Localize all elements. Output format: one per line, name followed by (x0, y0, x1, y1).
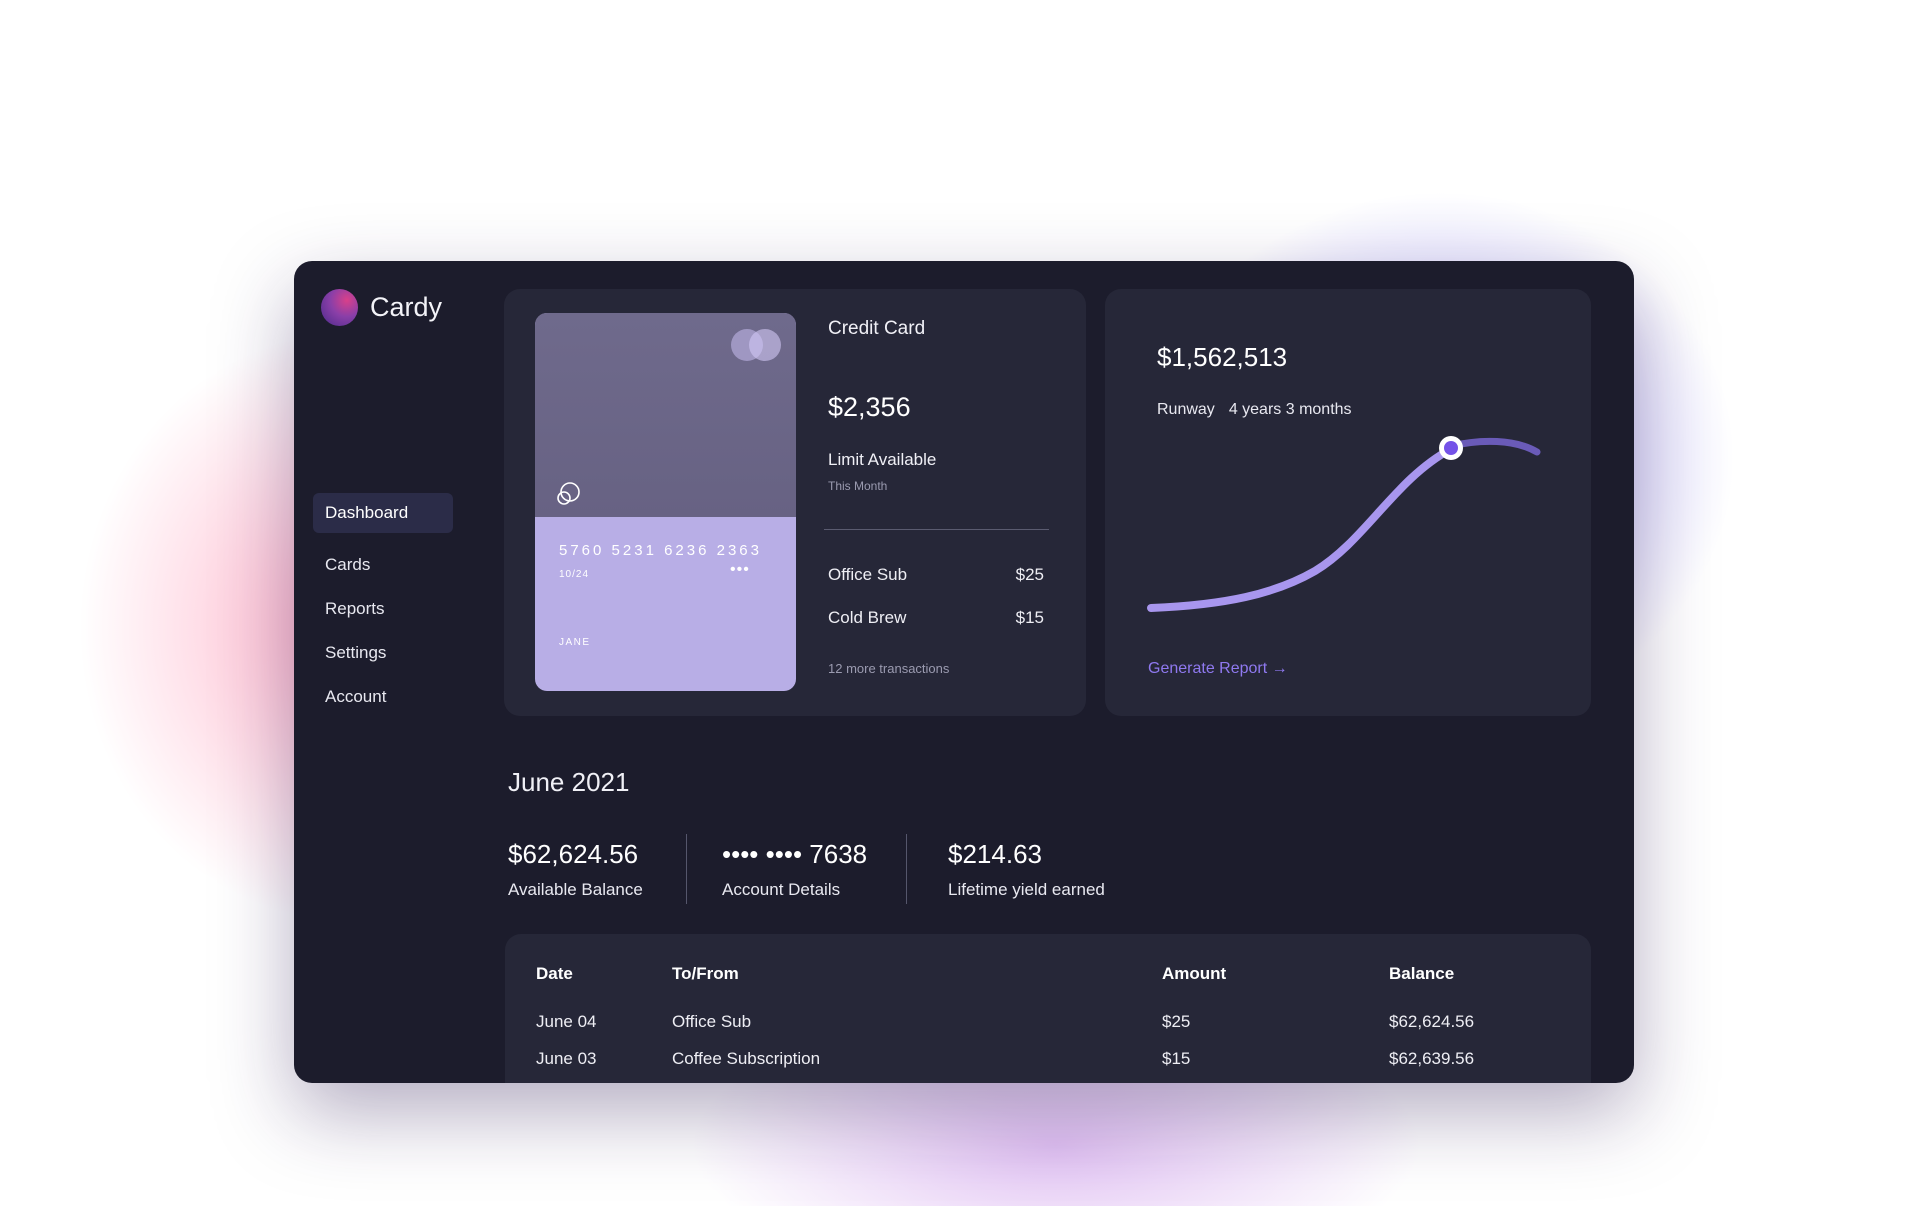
card-more-icon[interactable]: ••• (730, 561, 750, 578)
limit-label: Limit Available (828, 450, 937, 469)
table-cell-date[interactable]: June 03 (536, 1049, 597, 1068)
available-balance-stat: $62,624.56 Available Balance (508, 839, 643, 900)
sidebar-nav: Dashboard Cards Reports Settings Account (313, 493, 453, 721)
sidebar-item-cards[interactable]: Cards (325, 555, 371, 574)
transaction-name: Office Sub (828, 565, 908, 584)
credit-card-amount: $2,356 (828, 392, 911, 422)
runway-curve-tail (1447, 437, 1541, 456)
table-cell-date[interactable]: June 04 (536, 1012, 597, 1031)
stat-label: Available Balance (508, 880, 643, 899)
period-label: This Month (828, 479, 888, 493)
logo[interactable]: Cardy (321, 289, 442, 326)
app-name: Cardy (370, 292, 443, 322)
table-cell-to-from[interactable]: Office Sub (672, 1012, 752, 1031)
runway-value: 4 years 3 months (1228, 401, 1352, 418)
column-header-to-from[interactable]: To/From (672, 964, 739, 983)
credit-card-panel: 5760 5231 6236 2363 10/24 ••• JANE Credi… (504, 289, 1086, 716)
runway-info: Runway 4 years 3 months (1157, 401, 1352, 419)
table-cell-balance[interactable]: $62,639.56 (1389, 1049, 1475, 1068)
transaction-amount: $15 (1015, 608, 1044, 627)
sidebar-item-settings[interactable]: Settings (325, 643, 387, 662)
transaction-amount: $25 (1015, 565, 1044, 584)
transaction-name: Cold Brew (828, 608, 907, 627)
logo-mark-icon (321, 289, 358, 326)
app-window: Cardy Dashboard Cards Reports Settings A… (294, 261, 1634, 1083)
lifetime-yield-stat: $214.63 Lifetime yield earned (948, 839, 1105, 900)
stat-value: $62,624.56 (508, 839, 639, 869)
stat-value: •••• •••• 7638 (722, 839, 868, 869)
divider (686, 834, 687, 904)
table-cell-amount[interactable]: $15 (1162, 1049, 1191, 1068)
sidebar-item-reports[interactable]: Reports (325, 599, 385, 618)
runway-label: Runway (1157, 401, 1215, 418)
runway-curve (1147, 445, 1455, 612)
credit-card[interactable]: 5760 5231 6236 2363 10/24 ••• JANE (535, 313, 796, 691)
divider (824, 529, 1049, 530)
divider (906, 834, 907, 904)
runway-panel: $1,562,513 Runway 4 years 3 months Genera… (1105, 289, 1591, 716)
month-title: June 2021 (508, 767, 630, 797)
transaction-row[interactable]: Cold Brew $15 (828, 608, 1044, 628)
card-number: 5760 5231 6236 2363 (559, 542, 762, 559)
credit-card-title: Credit Card (828, 318, 926, 339)
contactless-icon (557, 482, 580, 505)
column-header-date[interactable]: Date (536, 964, 573, 983)
account-details-stat[interactable]: •••• •••• 7638 Account Details (722, 839, 867, 900)
more-transactions-link[interactable]: 12 more transactions (828, 661, 950, 676)
stat-value: $214.63 (948, 839, 1042, 869)
sidebar-item-dashboard[interactable]: Dashboard (313, 493, 453, 533)
sidebar-item-account[interactable]: Account (325, 687, 387, 706)
table-cell-to-from[interactable]: Coffee Subscription (672, 1049, 821, 1068)
transaction-row[interactable]: Office Sub $25 (828, 565, 1044, 585)
stat-label: Lifetime yield earned (948, 880, 1105, 899)
runway-chart (1147, 436, 1541, 612)
stat-label: Account Details (722, 880, 841, 899)
table-cell-amount[interactable]: $25 (1162, 1012, 1191, 1031)
column-header-amount[interactable]: Amount (1162, 964, 1227, 983)
card-network-icon (731, 329, 781, 361)
runway-amount: $1,562,513 (1157, 342, 1288, 372)
column-header-balance[interactable]: Balance (1389, 964, 1455, 983)
card-expiry: 10/24 (559, 569, 590, 580)
card-holder: JANE (559, 637, 591, 648)
table-cell-balance[interactable]: $62,624.56 (1389, 1012, 1475, 1031)
transactions-table: Date To/From Amount Balance June 04 Offi… (505, 934, 1591, 1083)
generate-report-link[interactable]: Generate Report → (1148, 660, 1288, 677)
